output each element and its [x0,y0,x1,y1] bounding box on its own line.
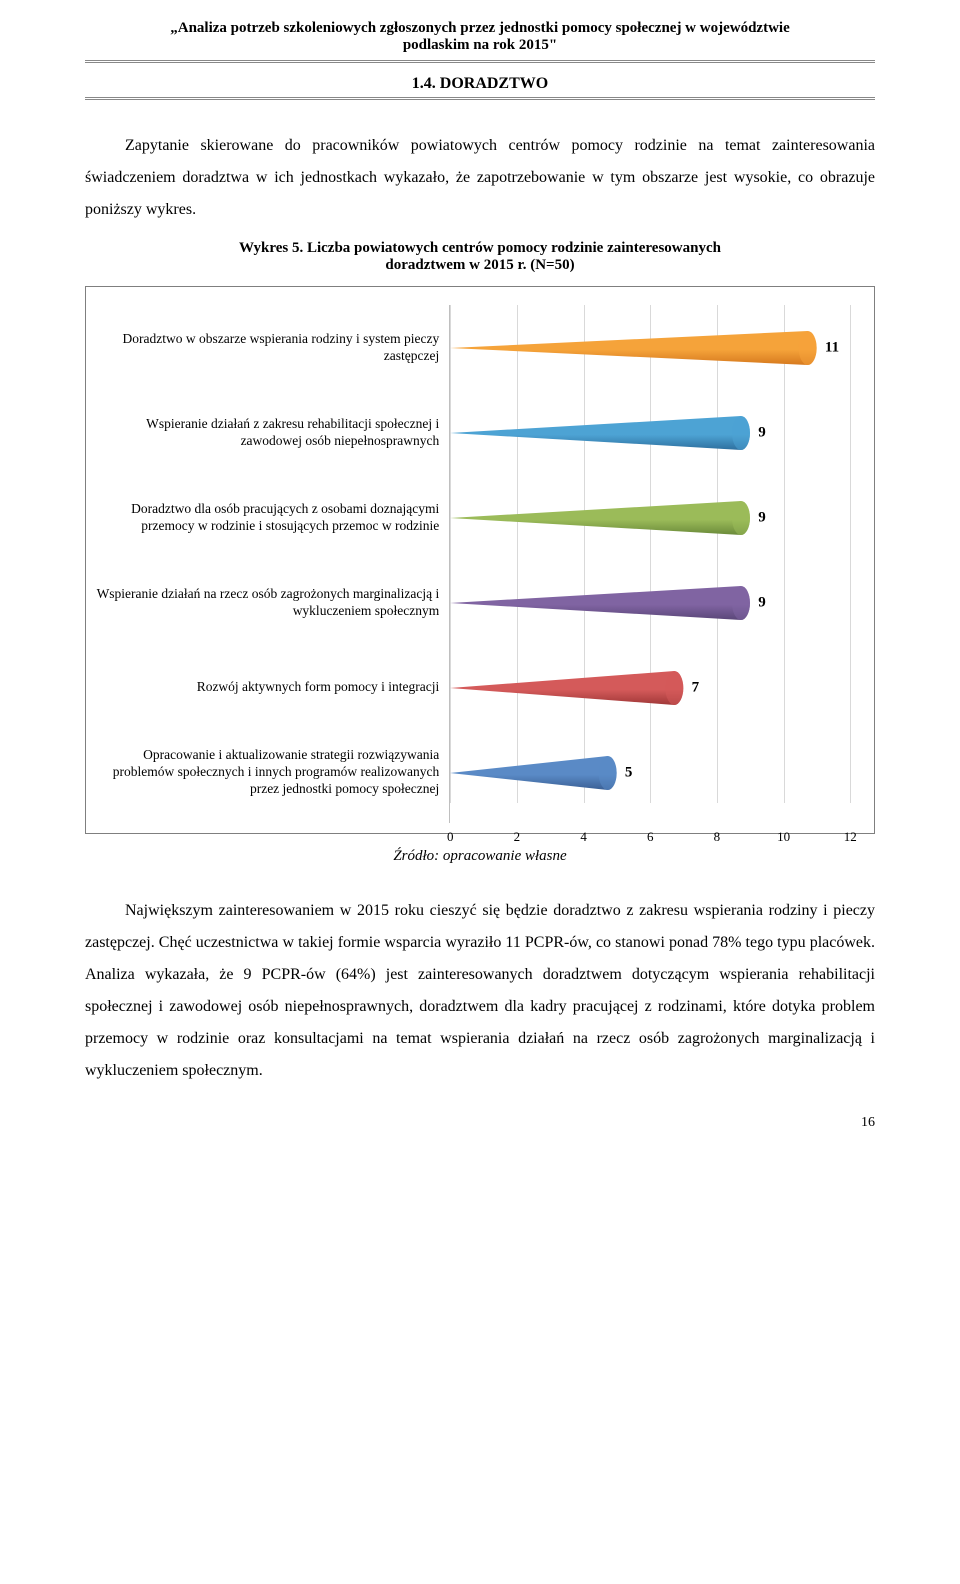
chart-x-tick-label: 12 [844,829,857,845]
chart-cone [450,585,750,621]
chart-bar-row: 9 [450,500,780,536]
chart-value-label: 9 [758,594,766,611]
section-title: DORADZTWO [440,75,548,92]
chart-gridline [650,305,651,803]
chart-value-label: 9 [758,509,766,526]
chart-category-label: Opracowanie i aktualizowanie strategii r… [96,730,449,815]
section-heading: 1.4. DORADZTWO [85,75,875,93]
chart-container: Doradztwo w obszarze wspierania rodziny … [85,286,875,834]
document-header: „Analiza potrzeb szkoleniowych zgłoszony… [85,20,875,54]
section-number: 1.4. [412,75,436,92]
chart-plot-column: 0246810121199975 [449,305,864,823]
chart-source: Źródło: opracowanie własne [85,848,875,865]
chart-gridline [517,305,518,803]
chart-x-tick-label: 0 [447,829,454,845]
chart-category-label: Wspieranie działań z zakresu rehabilitac… [96,390,449,475]
chart-gridline [450,305,451,803]
chart-bar-row: 9 [450,415,780,451]
rule-under-heading [85,97,875,100]
chart-value-label: 5 [625,764,633,781]
chart-gridline [850,305,851,803]
chart-value-label: 9 [758,424,766,441]
header-line-2: podlaskim na rok 2015" [85,37,875,54]
chart-cone [450,755,617,791]
chart-gridline [584,305,585,803]
chart-caption: Wykres 5. Liczba powiatowych centrów pom… [85,240,875,274]
paragraph-2: Największym zainteresowaniem w 2015 roku… [85,895,875,1087]
chart-gridline [784,305,785,803]
chart-category-label: Wspieranie działań na rzecz osób zagrożo… [96,560,449,645]
chart-bar-row: 5 [450,755,647,791]
header-line-1: „Analiza potrzeb szkoleniowych zgłoszony… [85,20,875,37]
rule-top [85,60,875,63]
chart-bar-row: 11 [450,330,847,366]
chart-caption-line-2: doradztwem w 2015 r. (N=50) [85,257,875,274]
page-number: 16 [85,1115,875,1131]
chart-bar-row: 9 [450,585,780,621]
chart-x-tick-label: 6 [647,829,654,845]
chart-bar-row: 7 [450,670,713,706]
chart-cone [450,330,817,366]
chart-cone [450,415,750,451]
chart-cone [450,670,683,706]
chart-value-label: 11 [825,339,839,356]
chart-x-tick-label: 4 [580,829,587,845]
chart-x-tick-label: 10 [777,829,790,845]
chart-plot-area: 0246810121199975 [449,305,857,823]
chart-x-tick-label: 8 [714,829,721,845]
chart-cone [450,500,750,536]
paragraph-1: Zapytanie skierowane do pracowników powi… [85,130,875,226]
chart-x-tick-label: 2 [514,829,521,845]
chart-gridline [717,305,718,803]
chart-category-label: Rozwój aktywnych form pomocy i integracj… [96,645,449,730]
chart-value-label: 7 [692,679,700,696]
chart-y-labels: Doradztwo w obszarze wspierania rodziny … [96,305,449,823]
chart-caption-line-1: Wykres 5. Liczba powiatowych centrów pom… [85,240,875,257]
chart-inner: Doradztwo w obszarze wspierania rodziny … [96,305,864,823]
chart-category-label: Doradztwo dla osób pracujących z osobami… [96,475,449,560]
chart-category-label: Doradztwo w obszarze wspierania rodziny … [96,305,449,390]
